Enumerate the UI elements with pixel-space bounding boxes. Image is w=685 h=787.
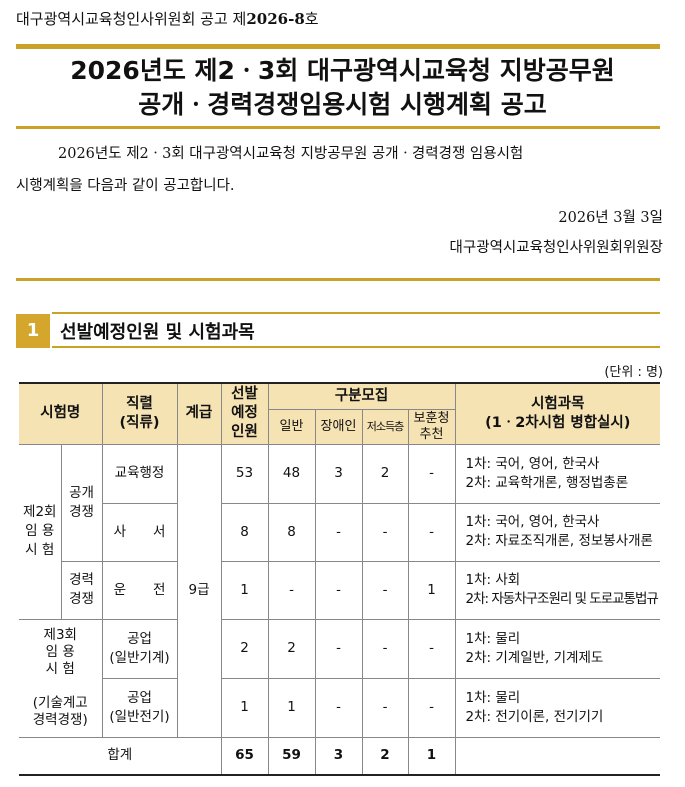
divider	[16, 44, 660, 49]
divider	[16, 126, 660, 129]
series: 사 서	[102, 502, 178, 562]
disabled: -	[314, 502, 363, 562]
subjects: 1차: 물리 2차: 전기이론, 전기기기	[454, 677, 660, 738]
planned: 1	[220, 677, 269, 738]
subject-2: 2차: 자동차구조원리 및 도로교통법규	[465, 591, 659, 607]
unit-label: (단위 : 명)	[604, 365, 663, 380]
lowincome: 2	[361, 443, 409, 504]
series: 운 전	[101, 560, 178, 620]
table-row: 제3회 임 용 시 험 (기술계고 경력경쟁) 공업 (일반기계) 2 2 - …	[19, 618, 660, 738]
subjects: 1차: 국어, 영어, 한국사 2차: 교육학개론, 행정법총론	[454, 443, 660, 504]
header-grade: 계급	[176, 382, 222, 445]
subject-2: 2차: 교육학개론, 행정법총론	[465, 474, 629, 491]
lowincome: -	[361, 677, 409, 738]
intro-line1: 2026년도 제2ㆍ3회 대구광역시교육청 지방공무원 공개ㆍ경력경쟁 임용시험	[58, 146, 524, 162]
header-subjects: 시험과목 (1ㆍ2차시험 병합실시)	[454, 382, 660, 445]
header-disabled: 장애인	[314, 408, 363, 445]
recruitment-table: 시험명 직렬 (직류) 계급 선발 예정 인원 구분모집 시험과목 (1ㆍ2차시…	[19, 382, 660, 776]
general: 2	[267, 618, 316, 679]
page-title-line1: 2026년도 제2ㆍ3회 대구광역시교육청 지방공무원	[70, 56, 615, 85]
total-veteran: 1	[407, 736, 456, 776]
general: 8	[267, 502, 316, 562]
table-row: 경력 경쟁 운 전 1 - - - 1 1차: 사회 2차: 자동차구조원리 및 …	[19, 560, 660, 620]
header-planned: 선발 예정 인원	[220, 382, 269, 445]
total-general: 59	[267, 736, 316, 776]
series: 공업 (일반기계)	[101, 618, 178, 679]
disabled: -	[314, 677, 363, 738]
header-series: 직렬 (직류)	[101, 382, 178, 445]
planned: 8	[220, 502, 269, 562]
issuer: 대구광역시교육청인사위원회위원장	[449, 240, 663, 256]
open-competition: 공개 경쟁	[60, 443, 103, 562]
total-lowincome: 2	[361, 736, 409, 776]
lowincome: -	[361, 618, 409, 679]
subject-1: 1차: 국어, 영어, 한국사	[465, 455, 600, 472]
disabled: -	[314, 618, 363, 679]
notice-suffix: 호	[304, 10, 319, 28]
total-disabled: 3	[314, 736, 363, 776]
notice-date: 2026년 3월 3일	[558, 210, 663, 226]
header-veteran: 보훈청 추천	[407, 408, 455, 445]
subject-1: 1차: 물리	[465, 689, 521, 706]
page-title-line2: 공개ㆍ경력경쟁임용시험 시행계획 공고	[138, 90, 547, 119]
divider	[52, 346, 660, 348]
disabled: -	[314, 560, 363, 620]
general: 48	[267, 443, 316, 504]
subject-2: 2차: 전기이론, 전기기기	[465, 708, 604, 725]
veteran: -	[407, 677, 456, 738]
subjects: 1차: 물리 2차: 기계일반, 기계제도	[454, 618, 660, 679]
lowincome: -	[361, 560, 409, 620]
notice-number-value: 2026-8	[246, 10, 305, 28]
total-label: 합계	[19, 736, 222, 776]
veteran: -	[407, 618, 456, 679]
divider	[52, 312, 660, 314]
grade: 9급	[176, 443, 222, 738]
series: 공업 (일반전기)	[102, 677, 178, 738]
disabled: 3	[314, 443, 363, 504]
total-subjects-empty	[454, 736, 660, 776]
header-lowincome: 저소득층	[361, 408, 409, 445]
planned: 1	[220, 560, 269, 620]
subjects: 1차: 국어, 영어, 한국사 2차: 자료조직개론, 정보봉사개론	[454, 502, 660, 562]
subject-1: 1차: 사회	[465, 572, 521, 588]
table-row: 제2회 임 용 시 험 공개 경쟁 교육행정 9급 53 48 3 2 - 1차…	[19, 443, 660, 738]
notice-number: 대구광역시교육청인사위원회 공고 제2026-8호	[16, 8, 319, 29]
veteran: -	[407, 443, 456, 504]
subject-1: 1차: 국어, 영어, 한국사	[465, 514, 600, 530]
table-row: 사 서 8 8 - - - 1차: 국어, 영어, 한국사 2차: 자료조직개론,…	[19, 502, 660, 562]
series: 교육행정	[101, 443, 178, 504]
total-row: 합계 65 59 3 2 1	[19, 736, 660, 776]
general: 1	[267, 677, 316, 738]
exam-3: 제3회 임 용 시 험 (기술계고 경력경쟁)	[19, 618, 103, 738]
veteran: -	[407, 502, 456, 562]
notice-prefix: 대구광역시교육청인사위원회 공고 제	[16, 10, 247, 28]
section-number: 1	[16, 314, 50, 348]
subject-2: 2차: 자료조직개론, 정보봉사개론	[465, 533, 653, 549]
total-planned: 65	[220, 736, 269, 776]
subjects: 1차: 사회 2차: 자동차구조원리 및 도로교통법규	[454, 560, 660, 620]
header-general: 일반	[268, 408, 316, 445]
veteran: 1	[407, 560, 456, 620]
planned: 2	[220, 618, 269, 679]
subject-2: 2차: 기계일반, 기계제도	[465, 649, 604, 666]
section-title: 선발예정인원 및 시험과목	[60, 322, 255, 343]
divider	[16, 278, 660, 281]
career-competition: 경력 경쟁	[61, 560, 103, 620]
intro-line2: 시행계획을 다음과 같이 공고합니다.	[16, 178, 235, 194]
subject-1: 1차: 물리	[465, 630, 521, 647]
header-exam: 시험명	[19, 382, 103, 445]
planned: 53	[220, 443, 269, 504]
header-category: 구분모집	[267, 382, 456, 410]
table-row: 공업 (일반전기) 1 1 - - - 1차: 물리 2차: 전기이론, 전기기기	[19, 677, 660, 738]
exam-2: 제2회 임 용 시 험	[19, 443, 62, 620]
general: -	[267, 560, 316, 620]
lowincome: -	[361, 502, 409, 562]
